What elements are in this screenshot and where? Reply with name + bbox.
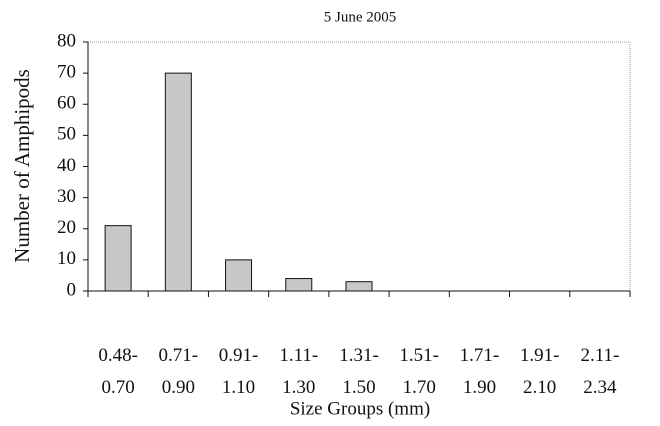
bar xyxy=(285,278,313,292)
y-axis-label: Number of Amphipods xyxy=(10,69,34,263)
y-tick-label: 70 xyxy=(57,61,76,82)
x-tick-label: 2.11- 2.34 xyxy=(580,345,620,398)
y-tick-label: 60 xyxy=(57,93,76,114)
y-tick-label: 30 xyxy=(57,186,76,207)
x-tick-label: 1.91- 2.10 xyxy=(519,345,560,398)
x-tick-label: 0.91- 1.10 xyxy=(218,345,259,398)
x-tick-label: 1.71- 1.90 xyxy=(459,345,500,398)
bar xyxy=(225,259,253,292)
y-tick-label: 20 xyxy=(57,217,76,238)
x-tick-label: 1.51- 1.70 xyxy=(399,345,439,398)
chart-title: 5 June 2005 xyxy=(324,9,397,25)
x-tick-label: 1.11- 1.30 xyxy=(279,345,319,398)
x-tick-label: 0.48- 0.70 xyxy=(98,345,138,398)
y-tick-label: 10 xyxy=(57,248,76,269)
x-tick-label: 0.71- 0.90 xyxy=(158,345,199,398)
bar xyxy=(104,225,132,292)
y-tick-label: 40 xyxy=(57,155,76,176)
bar xyxy=(345,281,373,292)
y-tick-label: 50 xyxy=(57,124,76,145)
y-tick-label: 80 xyxy=(57,30,76,51)
y-tick-label: 0 xyxy=(67,279,77,300)
x-tick-label: 1.31- 1.50 xyxy=(339,345,379,398)
bar xyxy=(164,72,192,292)
x-axis-label: Size Groups (mm) xyxy=(290,398,430,419)
